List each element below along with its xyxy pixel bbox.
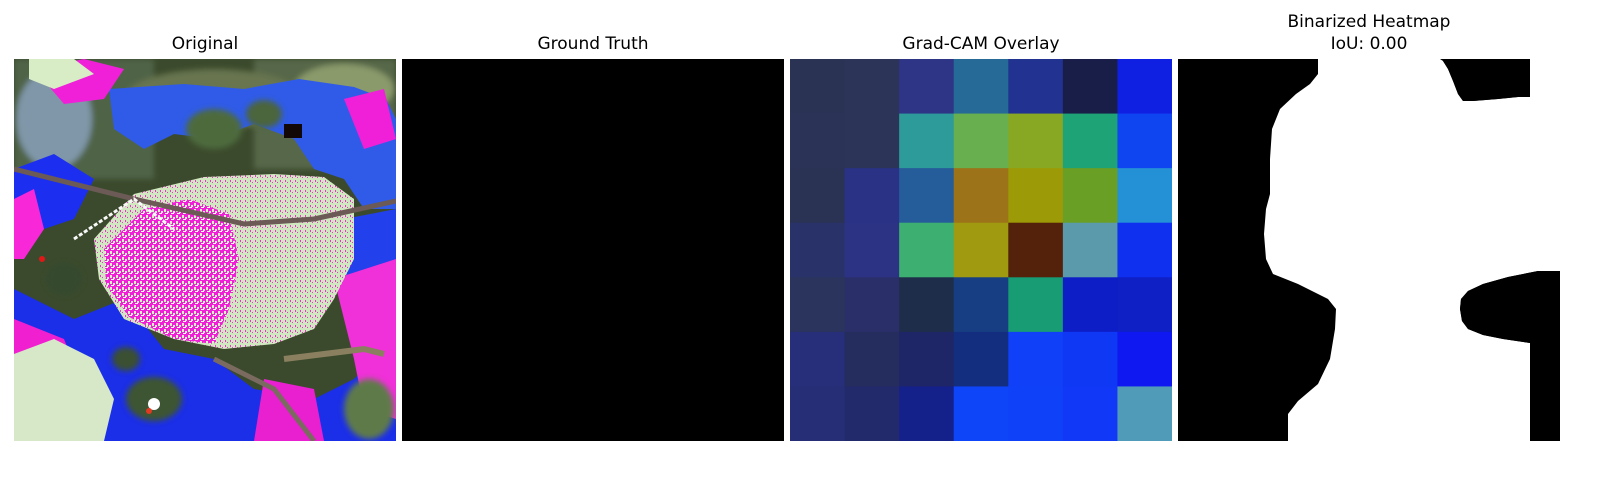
gradcam-cell [1117, 168, 1172, 223]
gradcam-overlay [790, 59, 1172, 441]
gradcam-title: Grad-CAM Overlay [790, 34, 1172, 55]
gradcam-cell [1008, 277, 1063, 332]
gradcam-cell [1063, 332, 1118, 387]
gradcam-cell [845, 277, 900, 332]
ground-truth-fill [402, 59, 784, 441]
gradcam-cell [1117, 277, 1172, 332]
binarized-title: Binarized Heatmap [1178, 12, 1560, 33]
gradcam-cell [845, 223, 900, 278]
gradcam-cell [1117, 332, 1172, 387]
gradcam-cell [954, 114, 1009, 169]
gradcam-cell [899, 223, 954, 278]
gradcam-cell [790, 59, 845, 114]
ground-truth-title: Ground Truth [402, 34, 784, 55]
gradcam-cell [954, 223, 1009, 278]
gradcam-cell [1008, 59, 1063, 114]
gradcam-cell [790, 332, 845, 387]
gradcam-cell [1117, 59, 1172, 114]
gradcam-cell [845, 59, 900, 114]
gradcam-cell [1117, 114, 1172, 169]
gradcam-cell [1063, 277, 1118, 332]
gradcam-cell [845, 332, 900, 387]
gradcam-cell [899, 332, 954, 387]
gradcam-cell [790, 223, 845, 278]
gradcam-cell [899, 114, 954, 169]
iou-label: IoU: 0.00 [1178, 34, 1560, 55]
gradcam-cell [1008, 168, 1063, 223]
gradcam-cell [899, 59, 954, 114]
gradcam-cell [1063, 386, 1118, 441]
gradcam-cell [899, 277, 954, 332]
gradcam-cell [845, 386, 900, 441]
gradcam-cell [790, 168, 845, 223]
gradcam-cell [954, 277, 1009, 332]
gradcam-cell [899, 386, 954, 441]
original-image [14, 59, 396, 441]
gradcam-cell [1063, 168, 1118, 223]
gradcam-cell [954, 59, 1009, 114]
original-title: Original [14, 34, 396, 55]
gradcam-cell [1117, 386, 1172, 441]
binarized-heatmap [1178, 59, 1560, 441]
gradcam-cell [790, 114, 845, 169]
gradcam-cell [1008, 223, 1063, 278]
gradcam-cell [790, 277, 845, 332]
gradcam-cell [1008, 386, 1063, 441]
gradcam-cell [1117, 223, 1172, 278]
gradcam-grid [790, 59, 1172, 441]
gradcam-cell [1063, 59, 1118, 114]
gradcam-cell [845, 114, 900, 169]
ground-truth-mask [402, 59, 784, 441]
gradcam-cell [1008, 114, 1063, 169]
gradcam-cell [1008, 332, 1063, 387]
gradcam-cell [954, 386, 1009, 441]
gradcam-cell [790, 386, 845, 441]
gradcam-cell [1063, 114, 1118, 169]
gradcam-cell [954, 332, 1009, 387]
gradcam-cell [845, 168, 900, 223]
gradcam-cell [954, 168, 1009, 223]
gradcam-cell [1063, 223, 1118, 278]
gradcam-cell [899, 168, 954, 223]
